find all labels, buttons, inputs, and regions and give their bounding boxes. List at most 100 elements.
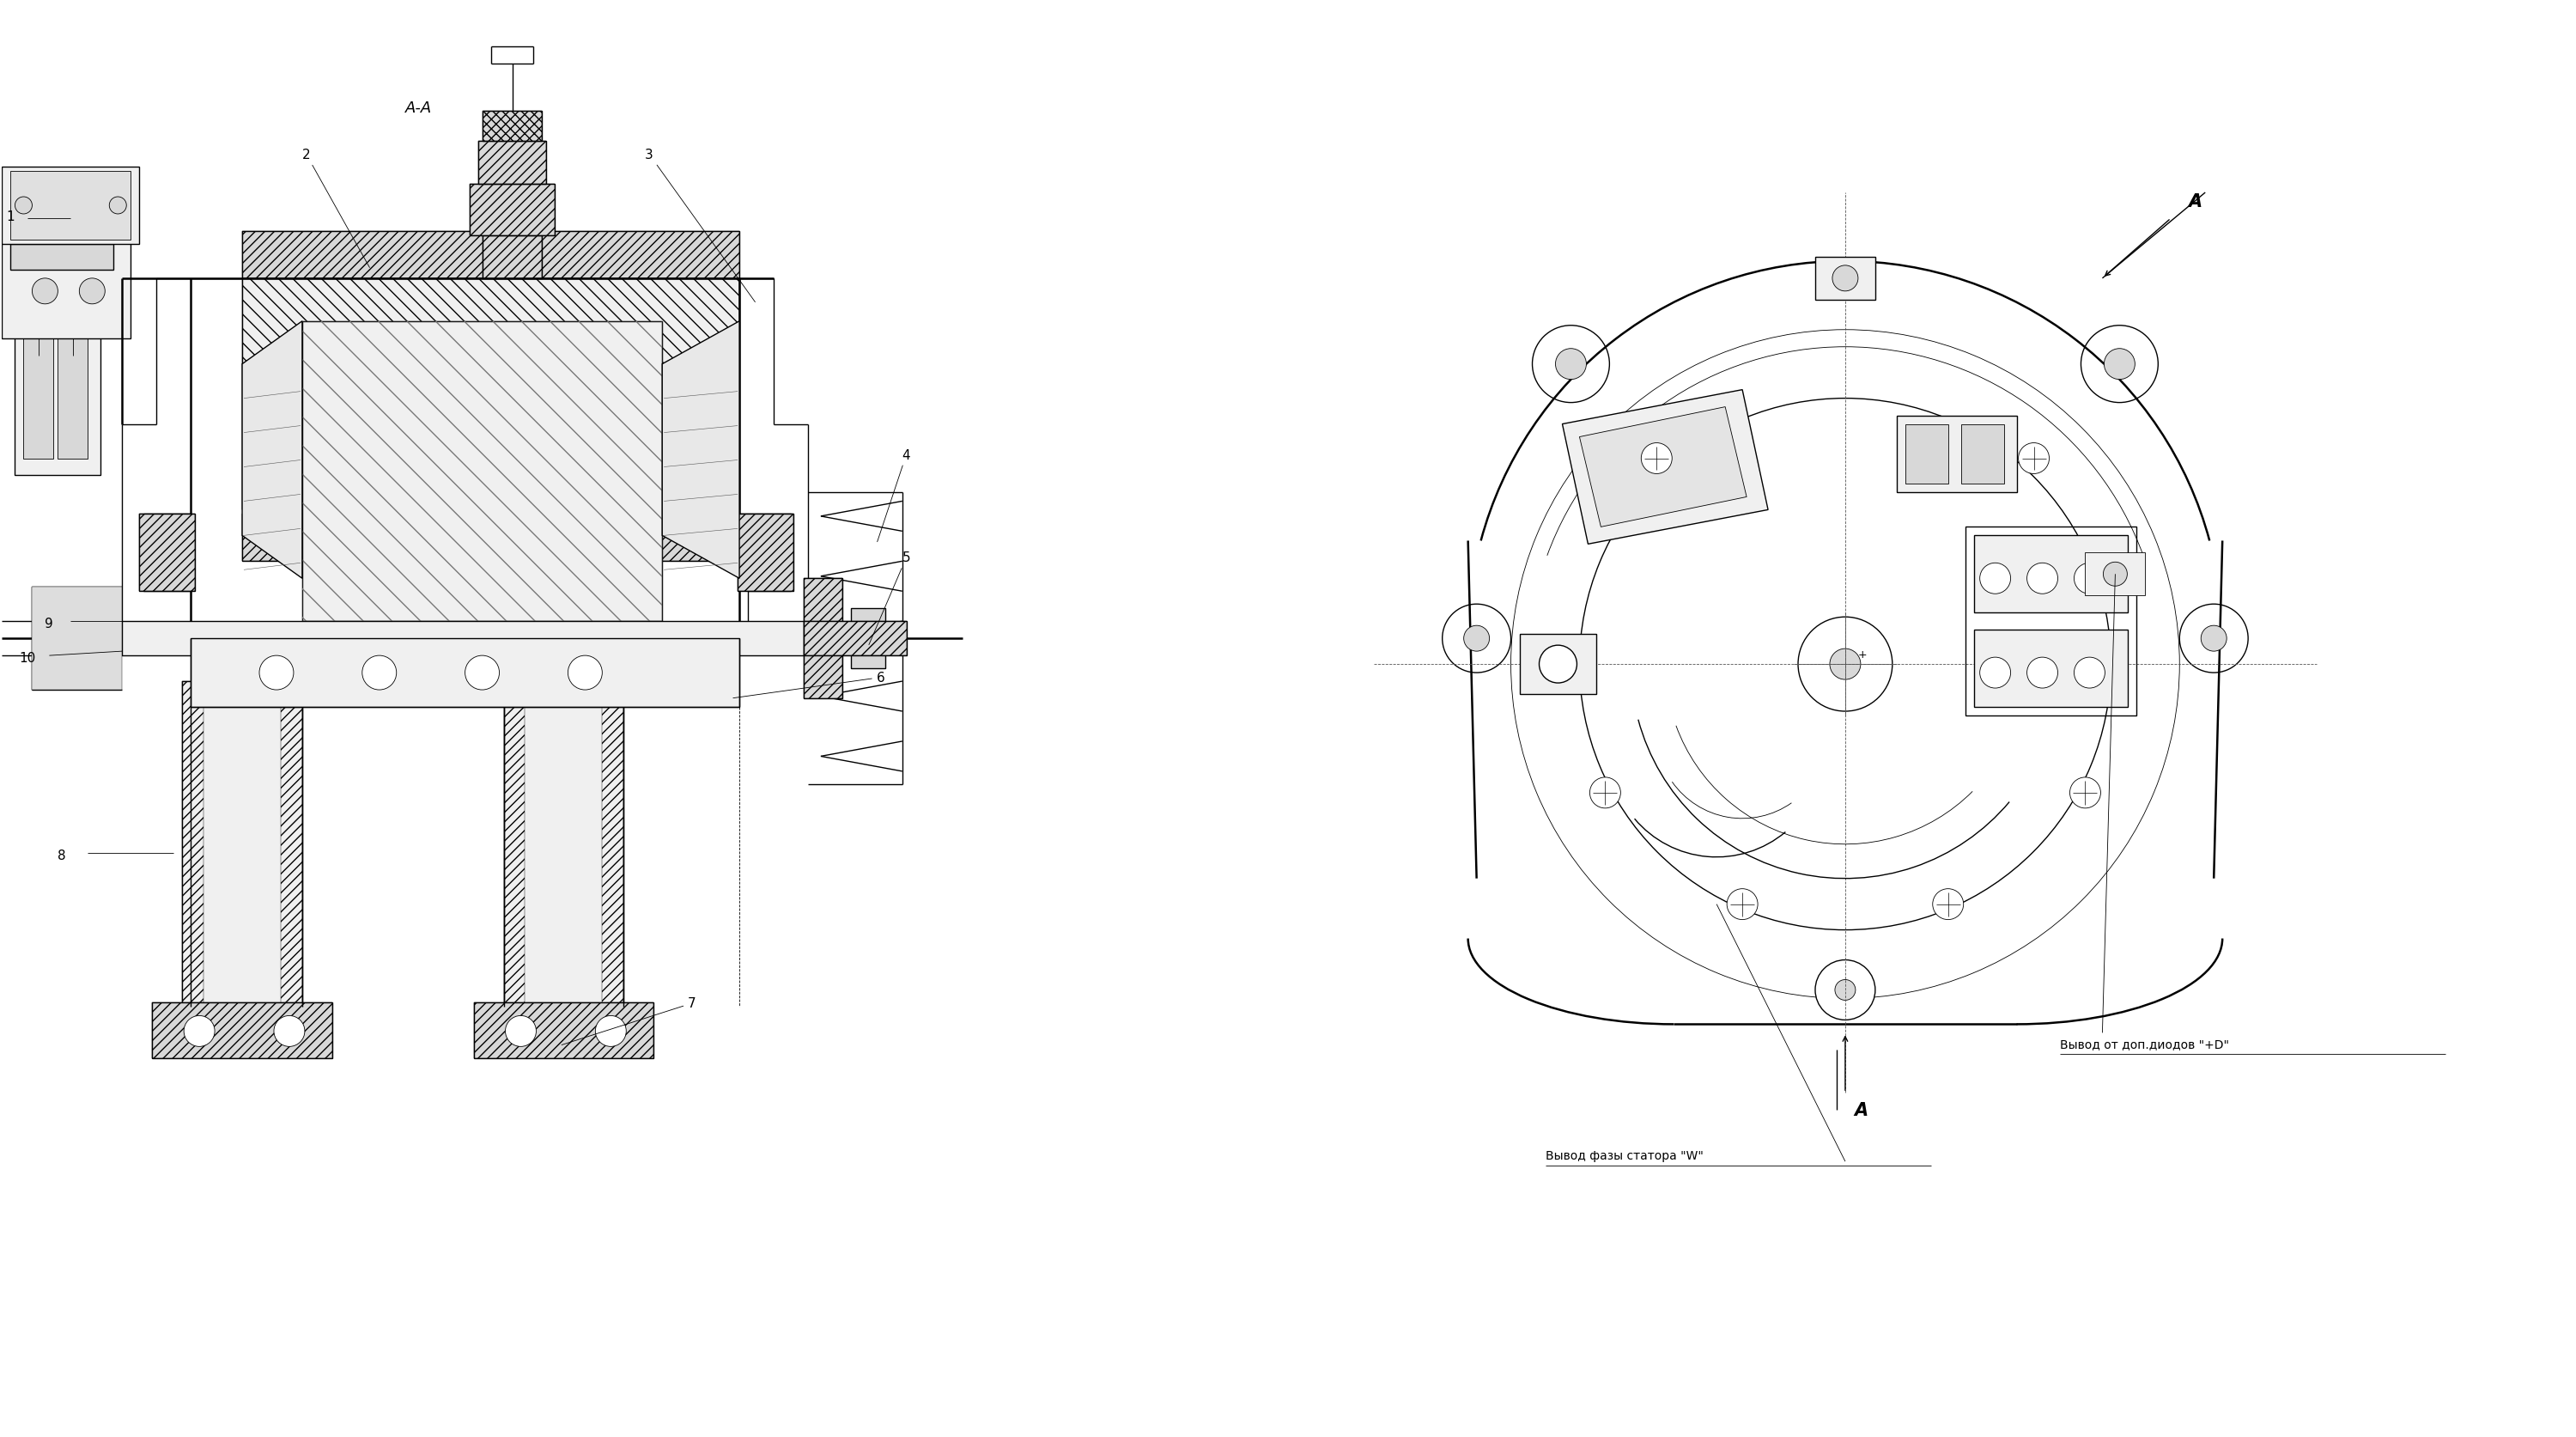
Bar	[57, 339, 88, 458]
Text: +: +	[1857, 650, 1868, 660]
Bar	[737, 514, 793, 592]
Circle shape	[2074, 563, 2105, 595]
Bar	[804, 622, 907, 655]
Bar	[242, 231, 739, 279]
Circle shape	[1540, 645, 1577, 684]
Text: Вывод от доп.диодов "+D": Вывод от доп.диодов "+D"	[2061, 1038, 2228, 1050]
Circle shape	[2200, 627, 2226, 651]
Circle shape	[1589, 777, 1620, 809]
Text: 4: 4	[878, 448, 909, 542]
Bar	[139, 514, 196, 592]
Bar	[603, 681, 623, 1007]
Circle shape	[1726, 890, 1757, 920]
Circle shape	[15, 197, 31, 214]
Text: 7: 7	[562, 997, 696, 1045]
Text: 1: 1	[5, 210, 15, 223]
Circle shape	[2027, 563, 2058, 595]
Polygon shape	[1561, 391, 1767, 545]
Circle shape	[1463, 627, 1489, 651]
Bar	[242, 514, 739, 562]
Circle shape	[1829, 650, 1860, 680]
Text: 5: 5	[868, 552, 909, 645]
Bar	[23, 339, 54, 458]
Bar	[183, 681, 204, 1007]
Bar	[1896, 415, 2017, 493]
Bar	[804, 579, 842, 698]
Bar	[3, 168, 139, 244]
Circle shape	[260, 655, 294, 690]
Bar	[191, 639, 739, 707]
Text: А-А: А-А	[404, 101, 433, 116]
Bar	[469, 184, 554, 236]
Bar	[10, 172, 131, 240]
Text: 6: 6	[734, 671, 886, 698]
Bar	[479, 142, 546, 184]
Bar	[242, 279, 739, 510]
Circle shape	[1834, 980, 1855, 1000]
Bar	[301, 322, 662, 622]
Circle shape	[2020, 444, 2050, 474]
Bar	[804, 622, 907, 655]
Bar	[1906, 424, 1947, 484]
Text: А: А	[1855, 1102, 1868, 1119]
Circle shape	[80, 279, 106, 305]
Bar	[505, 681, 623, 1007]
Bar	[804, 579, 842, 698]
Text: 10: 10	[18, 651, 36, 664]
Circle shape	[1556, 349, 1587, 379]
Bar	[1973, 536, 2128, 614]
Circle shape	[505, 1016, 536, 1046]
Circle shape	[595, 1016, 626, 1046]
Circle shape	[1932, 890, 1963, 920]
Circle shape	[183, 1016, 214, 1046]
Circle shape	[2074, 658, 2105, 688]
Polygon shape	[242, 322, 301, 579]
Circle shape	[1832, 266, 1857, 292]
Bar	[242, 231, 739, 279]
Bar	[479, 142, 546, 184]
Bar	[2084, 553, 2146, 596]
Text: Вывод фазы статора "W": Вывод фазы статора "W"	[1546, 1150, 1703, 1161]
Bar	[482, 236, 541, 279]
Circle shape	[363, 655, 397, 690]
Bar	[474, 1003, 654, 1059]
Bar	[15, 322, 100, 476]
Bar	[1960, 424, 2004, 484]
Circle shape	[2027, 658, 2058, 688]
Circle shape	[31, 279, 57, 305]
Bar	[737, 514, 793, 592]
Bar	[3, 236, 131, 339]
Bar	[482, 112, 541, 142]
Bar	[152, 1003, 332, 1059]
Bar	[482, 236, 541, 279]
Bar	[482, 112, 541, 142]
Circle shape	[567, 655, 603, 690]
Bar	[31, 588, 121, 690]
Polygon shape	[662, 322, 739, 579]
Circle shape	[1641, 444, 1672, 474]
Bar	[242, 279, 739, 510]
Circle shape	[2102, 562, 2128, 586]
Bar	[183, 681, 301, 1007]
Text: 2: 2	[301, 148, 368, 269]
Bar	[850, 609, 886, 668]
Text: 3: 3	[644, 148, 755, 303]
Circle shape	[2105, 349, 2136, 379]
Text: 9: 9	[44, 618, 54, 631]
Circle shape	[1981, 563, 2012, 595]
Circle shape	[466, 655, 500, 690]
Bar	[1965, 527, 2136, 716]
Circle shape	[108, 197, 126, 214]
Circle shape	[273, 1016, 304, 1046]
Text: А: А	[2187, 193, 2202, 210]
Bar	[1973, 631, 2128, 707]
Bar	[242, 514, 739, 562]
Bar	[505, 681, 526, 1007]
Circle shape	[2069, 777, 2099, 809]
Circle shape	[1816, 960, 1875, 1020]
Polygon shape	[1579, 408, 1747, 527]
Bar	[10, 244, 113, 270]
Bar	[1816, 257, 1875, 300]
Bar	[1520, 635, 1597, 694]
Circle shape	[1981, 658, 2012, 688]
